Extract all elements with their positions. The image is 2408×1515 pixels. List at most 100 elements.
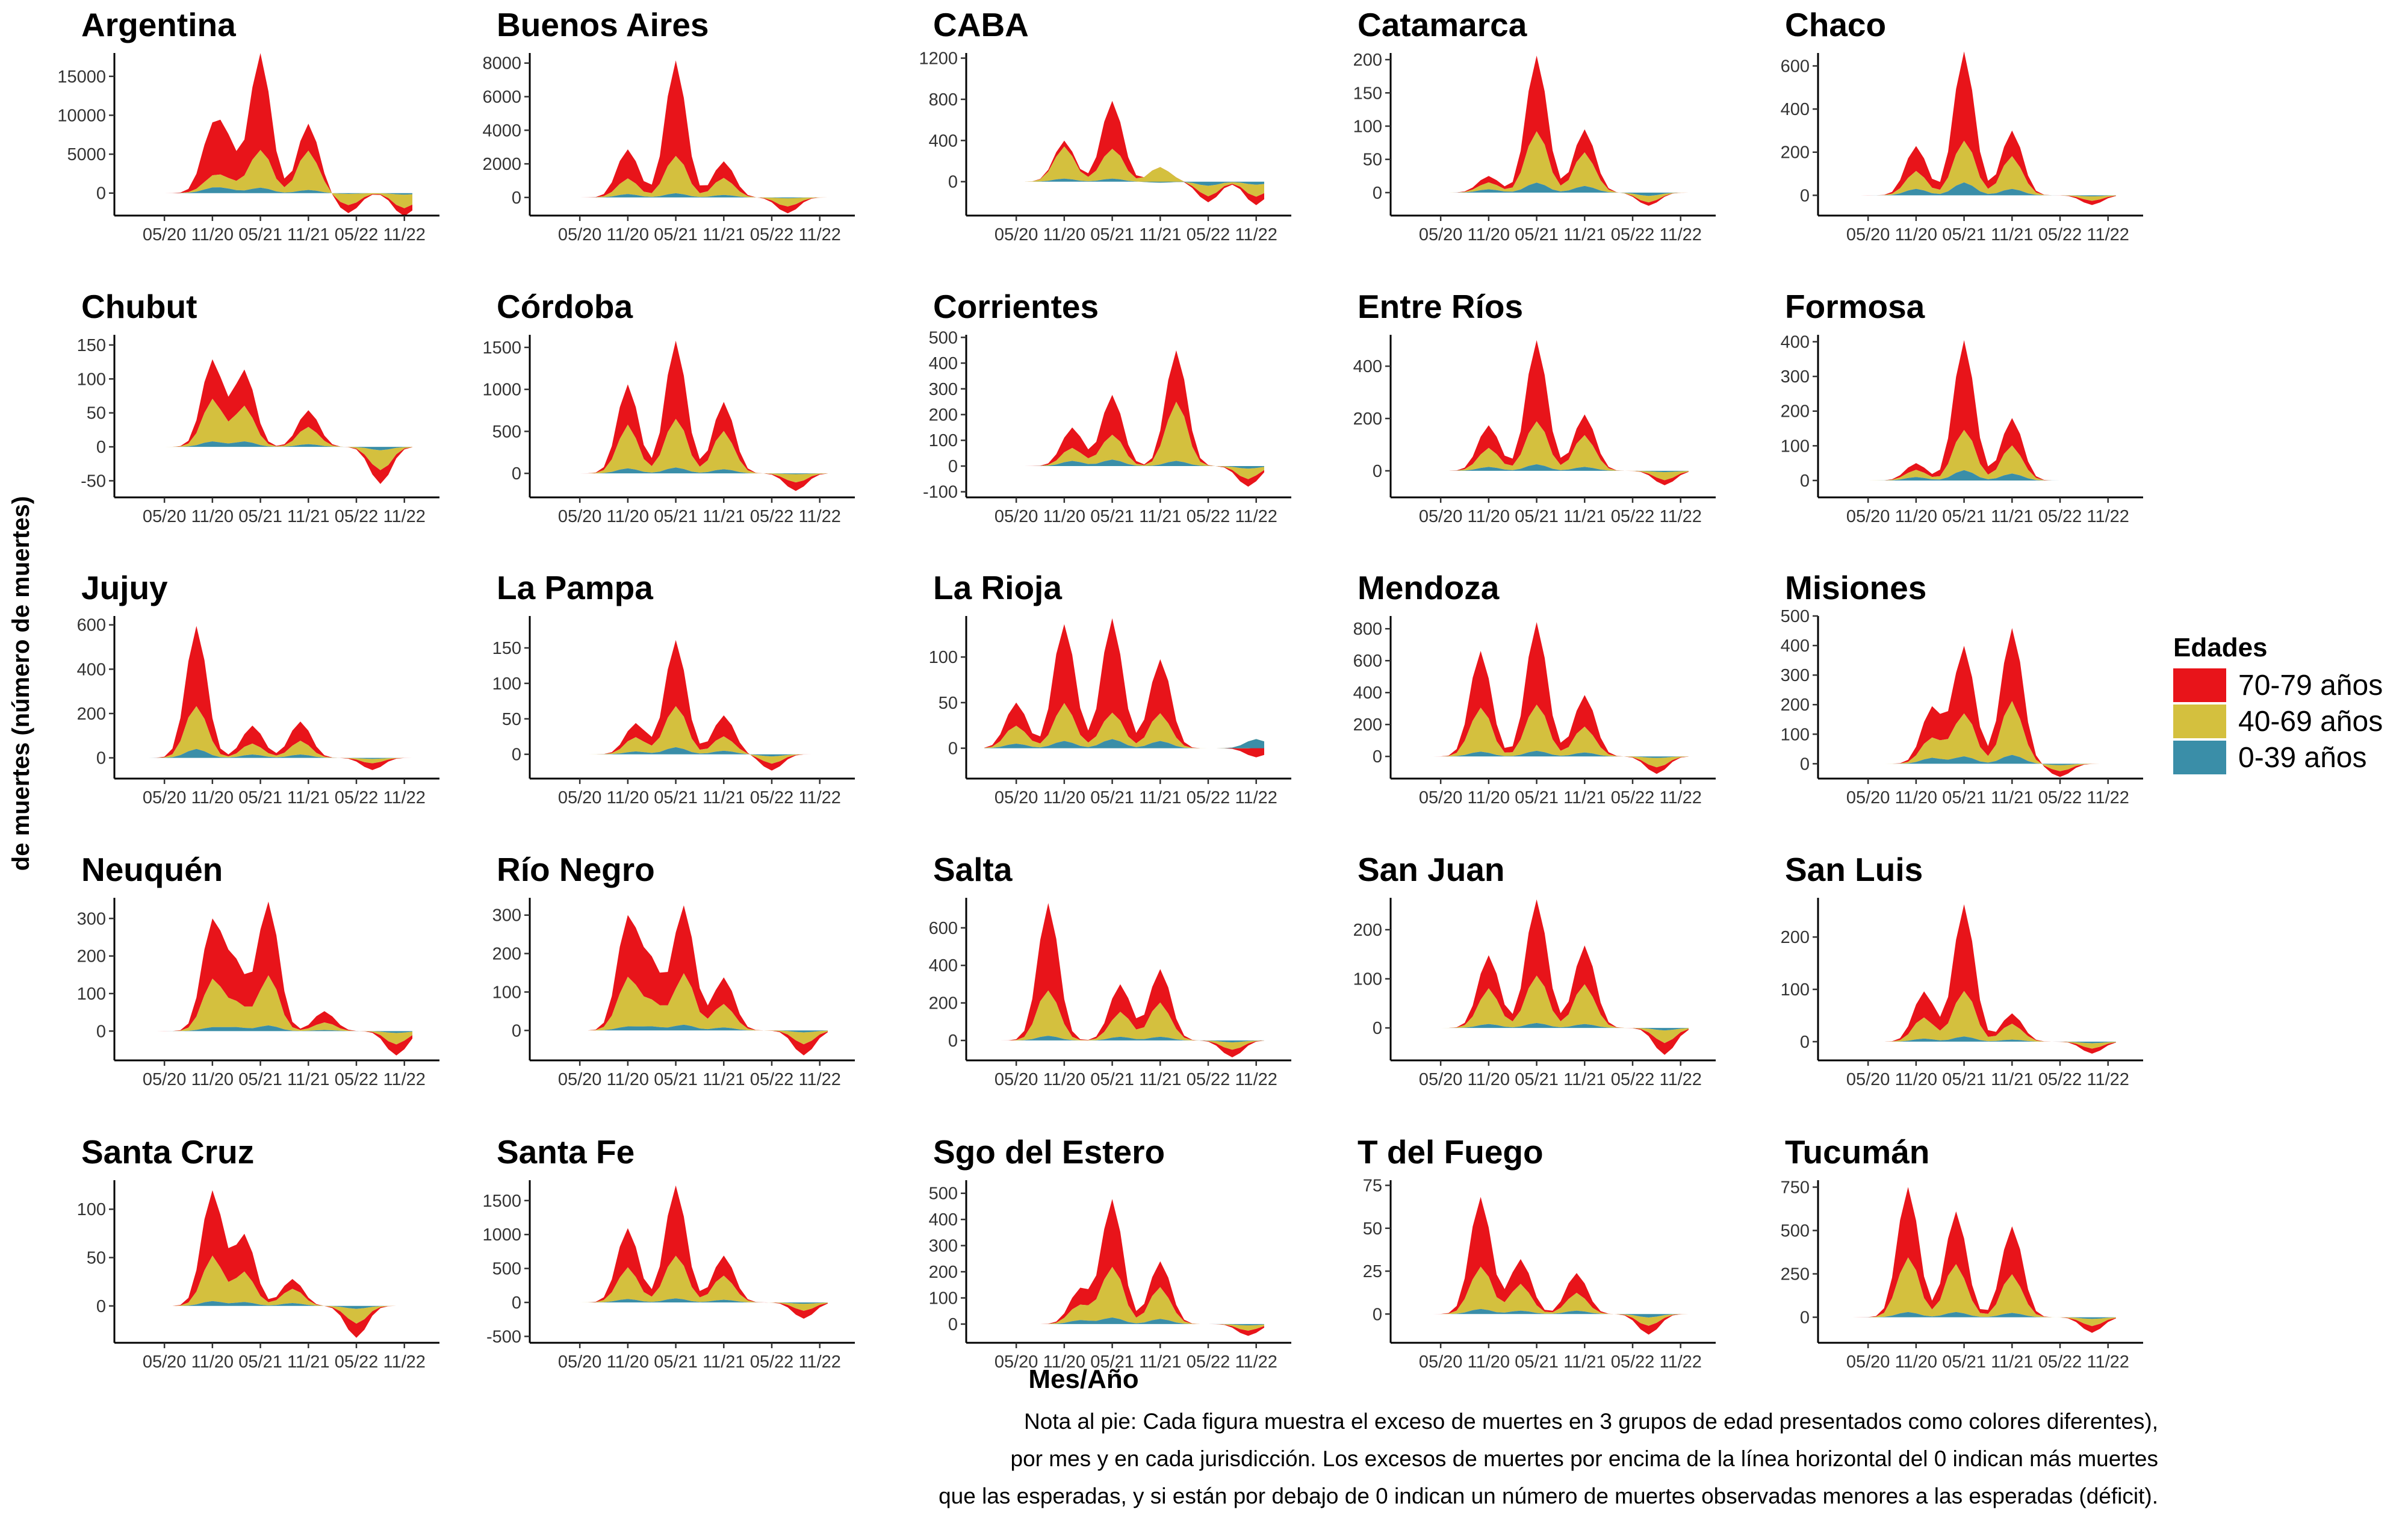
panel-chaco-area-40-69 — [1836, 140, 2116, 201]
panel-t-del-fuego-ytick-label: 50 — [1363, 1219, 1382, 1239]
x-axis-label: Mes/Año — [1028, 1364, 1138, 1394]
panel-la-pampa-xtick-label: 11/22 — [799, 788, 841, 807]
panel-neuqu-n-ytick-label: 200 — [77, 947, 106, 966]
panel-t-del-fuego-title: T del Fuego — [1358, 1133, 1544, 1171]
panel-entre-r-os: Entre Ríos 0 200 400 05/20 11/20 05/21 11/21 05/… — [1353, 288, 1716, 526]
panel-sgo-del-estero-title: Sgo del Estero — [933, 1133, 1165, 1171]
panel-misiones-ytick-label: 100 — [1781, 725, 1810, 744]
panel-caba-title: CABA — [933, 6, 1029, 43]
panel-c-rdoba-xtick-label: 11/21 — [703, 507, 745, 526]
panel-catamarca-xtick-label: 05/21 — [1515, 225, 1559, 244]
panel-t-del-fuego-ytick-label: 75 — [1363, 1177, 1382, 1196]
panel-argentina-title: Argentina — [81, 6, 236, 43]
panel-neuqu-n-ytick-label: 100 — [77, 985, 106, 1004]
panel-santa-fe-ytick-label: 0 — [512, 1293, 521, 1313]
panel-formosa-ytick-label: 300 — [1781, 367, 1810, 387]
panel-tucum-n-xtick-label: 11/20 — [1895, 1352, 1937, 1372]
panel-chaco-area-70-79 — [1836, 51, 2116, 205]
panel-san-luis-xtick-label: 05/22 — [2038, 1070, 2082, 1089]
panel-la-pampa-area-70-79 — [548, 639, 828, 771]
panel-salta-area-40-69 — [984, 990, 1264, 1050]
panel-buenos-aires-ytick-label: 4000 — [482, 121, 521, 140]
panel-jujuy-xtick-label: 05/20 — [143, 788, 187, 807]
panel-buenos-aires-xtick-label: 11/20 — [607, 225, 649, 244]
panel-neuqu-n-xtick-label: 05/20 — [143, 1070, 187, 1089]
panel-mendoza: Mendoza 0 200 400 600 800 05/20 11/20 05/21 11/21… — [1353, 569, 1716, 807]
panel-sgo-del-estero-ytick-label: 500 — [929, 1184, 958, 1204]
panel-misiones-area-70-79 — [1836, 628, 2116, 777]
panel-la-rioja-xtick-label: 11/22 — [1235, 788, 1277, 807]
panel-neuqu-n-area-0-39 — [132, 1025, 412, 1033]
panel-caba-ytick-label: 0 — [948, 173, 958, 192]
panel-argentina-xtick-label: 11/21 — [287, 225, 329, 244]
panel-san-luis-xtick-label: 05/20 — [1846, 1070, 1890, 1089]
panel-la-pampa-ytick-label: 150 — [492, 639, 521, 658]
panel-la-rioja-xtick-label: 05/21 — [1090, 788, 1134, 807]
panel-la-pampa-ytick-label: 50 — [502, 710, 521, 729]
panel-san-luis-xtick-label: 11/22 — [2087, 1070, 2129, 1089]
panel-r-o-negro-title: Río Negro — [497, 851, 655, 888]
panel-la-pampa-area-40-69 — [548, 706, 828, 764]
panel-santa-fe-area-0-39 — [548, 1298, 828, 1304]
panel-santa-fe-ytick-label: 1000 — [482, 1225, 521, 1245]
panel-catamarca-ytick-label: 100 — [1353, 117, 1382, 136]
panel-la-rioja-area-40-69 — [984, 703, 1264, 748]
panel-salta-xtick-label: 11/20 — [1043, 1070, 1085, 1089]
panel-mendoza-ytick-label: 600 — [1353, 652, 1382, 671]
panel-neuqu-n-area-40-69 — [132, 975, 412, 1045]
panel-san-juan-title: San Juan — [1358, 851, 1505, 888]
panel-buenos-aires: Buenos Aires 0 2000 4000 6000 8000 05/20 11/20 0… — [482, 6, 855, 244]
panel-jujuy-xtick-label: 11/20 — [191, 788, 234, 807]
panel-corrientes-ytick-label: -100 — [923, 483, 958, 502]
panel-mendoza-area-70-79 — [1409, 622, 1689, 774]
panel-c-rdoba-xtick-label: 05/21 — [654, 507, 698, 526]
panel-r-o-negro-xtick-label: 05/21 — [654, 1070, 698, 1089]
panel-sgo-del-estero-xtick-label: 05/22 — [1187, 1352, 1230, 1372]
panel-la-rioja-ytick-label: 100 — [929, 648, 958, 667]
legend-title: Edades — [2173, 633, 2268, 662]
panel-chubut-xtick-label: 11/22 — [383, 507, 426, 526]
panel-chubut-area-40-69 — [132, 399, 412, 470]
panel-formosa-ytick-label: 400 — [1781, 333, 1810, 352]
panel-chaco-xtick-label: 11/22 — [2087, 225, 2129, 244]
panel-tucum-n-xtick-label: 11/22 — [2087, 1352, 2129, 1372]
panel-formosa-xtick-label: 05/20 — [1846, 507, 1890, 526]
panel-c-rdoba-ytick-label: 1500 — [482, 338, 521, 358]
panel-santa-cruz-area-70-79 — [132, 1190, 412, 1338]
panel-la-rioja-xtick-label: 11/20 — [1043, 788, 1085, 807]
panel-sgo-del-estero: Sgo del Estero 0 100 200 300 400 500 05/20 11/20… — [929, 1133, 1291, 1372]
panel-r-o-negro: Río Negro 0 100 200 300 05/20 11/20 05/21 11/21 0… — [492, 851, 855, 1089]
panel-t-del-fuego-xtick-label: 11/20 — [1468, 1352, 1510, 1372]
panel-entre-r-os-title: Entre Ríos — [1358, 288, 1523, 325]
panel-caba-ytick-label: 1200 — [919, 49, 958, 69]
panel-santa-cruz-area-0-39 — [132, 1301, 412, 1309]
panel-chaco-area-0-39 — [1836, 182, 2116, 197]
panel-misiones-area-40-69 — [1836, 701, 2116, 771]
panel-formosa: Formosa 0 100 200 300 400 05/20 11/20 05/21 11/21… — [1781, 288, 2143, 526]
panel-mendoza-xtick-label: 11/22 — [1660, 788, 1702, 807]
panel-entre-r-os-xtick-label: 11/21 — [1563, 507, 1606, 526]
panel-formosa-title: Formosa — [1785, 288, 1925, 325]
panel-corrientes-ytick-label: 200 — [929, 406, 958, 425]
panel-caba-area-70-79 — [984, 101, 1264, 205]
panel-san-luis-area-70-79 — [1836, 904, 2116, 1054]
panel-buenos-aires-area-40-69 — [548, 156, 828, 207]
panel-chaco-ytick-label: 600 — [1781, 57, 1810, 76]
panel-buenos-aires-xtick-label: 11/22 — [799, 225, 841, 244]
panel-santa-fe-area-70-79 — [548, 1185, 828, 1319]
panel-santa-fe-xtick-label: 11/22 — [799, 1352, 841, 1372]
panel-la-rioja-title: La Rioja — [933, 569, 1062, 606]
panel-r-o-negro-ytick-label: 200 — [492, 945, 521, 964]
panel-chubut-area-70-79 — [132, 359, 412, 484]
panel-c-rdoba-xtick-label: 05/22 — [750, 507, 794, 526]
legend-label-0: 70-79 años — [2238, 670, 2383, 702]
panel-caba-area-0-39 — [984, 178, 1264, 186]
panel-salta-ytick-label: 200 — [929, 994, 958, 1013]
panel-corrientes-area-70-79 — [984, 350, 1264, 487]
panel-catamarca-area-70-79 — [1409, 55, 1689, 206]
panel-misiones-xtick-label: 05/20 — [1846, 788, 1890, 807]
panel-argentina-area-40-69 — [132, 150, 412, 208]
panel-jujuy-xtick-label: 11/21 — [287, 788, 329, 807]
